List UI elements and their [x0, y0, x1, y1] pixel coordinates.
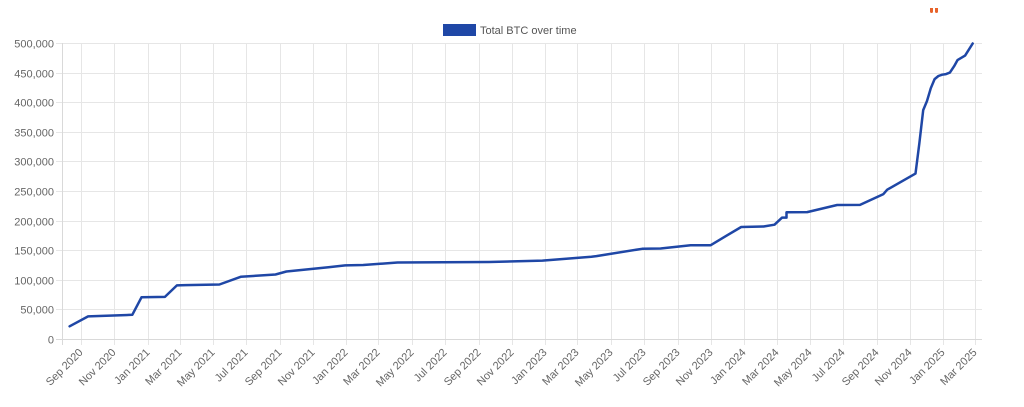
y-tick-label: 200,000	[14, 217, 54, 229]
legend-swatch[interactable]	[443, 24, 476, 36]
y-tick-label: 250,000	[14, 187, 54, 199]
y-tick-label: 500,000	[14, 39, 54, 51]
legend-label[interactable]: Total BTC over time	[480, 25, 577, 37]
y-tick-label: 300,000	[14, 157, 54, 169]
grid-layer	[56, 43, 982, 345]
series-layer	[68, 42, 974, 328]
y-tick-label: 100,000	[14, 276, 54, 288]
y-tick-label: 350,000	[14, 128, 54, 140]
y-tick-label: 0	[48, 335, 54, 347]
y-tick-label: 150,000	[14, 246, 54, 258]
y-tick-label: 400,000	[14, 98, 54, 110]
axis-layer: 0 50,000 100,000 150,000 200,000 250,000 300,0…	[14, 39, 982, 389]
corner-logo-fragment	[930, 0, 944, 13]
y-tick-label: 450,000	[14, 69, 54, 81]
series-line	[68, 42, 974, 328]
legend[interactable]: Total BTC over time	[443, 24, 577, 37]
y-tick-label: 50,000	[20, 305, 54, 317]
